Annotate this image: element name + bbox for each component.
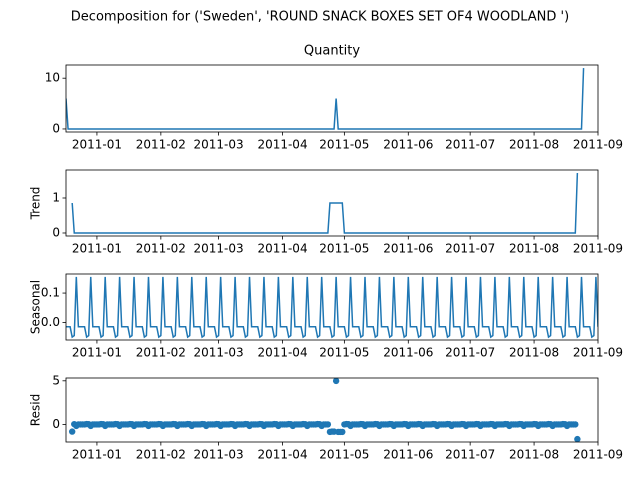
x-tick-label: 2011-01 — [72, 242, 122, 256]
x-tick-label: 2011-07 — [445, 242, 495, 256]
x-tick-label: 2011-08 — [509, 138, 559, 152]
x-tick-label: 2011-09 — [573, 242, 623, 256]
panel-title: Quantity — [304, 44, 360, 59]
x-tick-label: 2011-02 — [136, 242, 186, 256]
x-tick-label: 2011-07 — [445, 138, 495, 152]
x-tick-label: 2011-02 — [136, 448, 186, 462]
axes-frame — [65, 64, 599, 133]
x-tick-label: 2011-01 — [72, 346, 122, 360]
x-tick-label: 2011-06 — [383, 448, 433, 462]
y-tick-label: 0 — [52, 225, 60, 239]
y-axis-label: Trend — [29, 187, 43, 221]
resid-point — [324, 421, 332, 428]
x-tick-label: 2011-08 — [509, 242, 559, 256]
x-tick-label: 2011-01 — [72, 138, 122, 152]
y-axis-label: Seasonal — [29, 280, 43, 334]
axes-frame — [65, 377, 599, 443]
y-tick-label: 0 — [52, 417, 60, 431]
resid-point — [332, 378, 340, 385]
x-tick-label: 2011-09 — [573, 138, 623, 152]
axes-frame — [65, 273, 599, 341]
x-tick-label: 2011-03 — [194, 242, 244, 256]
x-tick-label: 2011-04 — [257, 138, 307, 152]
x-tick-label: 2011-08 — [509, 448, 559, 462]
resid-point — [68, 428, 76, 435]
x-tick-label: 2011-04 — [257, 448, 307, 462]
plot-area — [68, 378, 581, 442]
y-tick-label: 0.0 — [41, 315, 60, 329]
x-tick-label: 2011-03 — [194, 448, 244, 462]
x-tick-label: 2011-01 — [72, 448, 122, 462]
plot-area — [66, 276, 598, 339]
x-tick-label: 2011-07 — [445, 346, 495, 360]
x-tick-label: 2011-05 — [319, 138, 369, 152]
series-line — [66, 276, 598, 339]
y-tick-label: 5 — [52, 373, 60, 387]
x-tick-label: 2011-02 — [136, 346, 186, 360]
x-tick-label: 2011-03 — [194, 346, 244, 360]
y-tick-label: 1 — [52, 190, 60, 204]
resid-point — [574, 435, 581, 442]
x-tick-label: 2011-09 — [573, 346, 623, 360]
x-tick-label: 2011-05 — [319, 448, 369, 462]
y-tick-label: 0 — [52, 121, 60, 135]
x-tick-label: 2011-07 — [445, 448, 495, 462]
x-tick-label: 2011-04 — [257, 242, 307, 256]
x-tick-label: 2011-08 — [509, 346, 559, 360]
x-tick-label: 2011-09 — [573, 448, 623, 462]
x-tick-label: 2011-04 — [257, 346, 307, 360]
resid-point — [572, 421, 579, 428]
plot-area — [71, 172, 579, 234]
resid-point — [339, 428, 346, 436]
x-tick-label: 2011-03 — [194, 138, 244, 152]
y-tick-label: 10 — [45, 71, 60, 85]
x-tick-label: 2011-05 — [319, 242, 369, 256]
x-tick-label: 2011-06 — [383, 346, 433, 360]
x-tick-label: 2011-05 — [319, 346, 369, 360]
plot-area — [66, 68, 585, 130]
y-axis-label: Resid — [29, 394, 43, 426]
y-tick-label: 0.1 — [41, 286, 60, 300]
series-line — [71, 172, 579, 234]
series-line — [66, 68, 585, 130]
x-tick-label: 2011-02 — [136, 138, 186, 152]
x-tick-label: 2011-06 — [383, 138, 433, 152]
x-tick-label: 2011-06 — [383, 242, 433, 256]
figure-title: Decomposition for ('Sweden', 'ROUND SNAC… — [71, 10, 569, 25]
axes-frame — [65, 169, 599, 237]
